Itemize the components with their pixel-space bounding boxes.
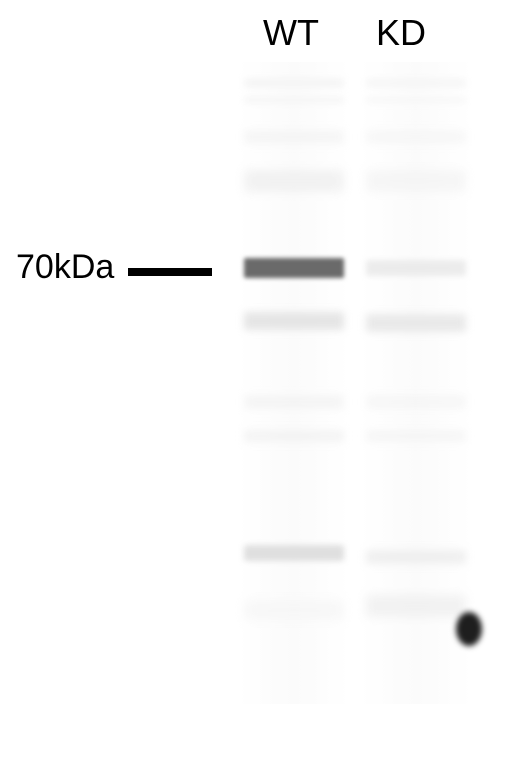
band-kd-10 [366,78,466,88]
band-kd-11 [366,96,466,104]
band-wt-7 [244,430,344,442]
band-wt-5 [244,312,344,330]
band-kd-18 [366,550,466,564]
band-kd-19 [366,595,466,617]
band-wt-1 [244,96,344,104]
band-kd-16 [366,395,466,409]
band-wt-2 [244,130,344,144]
lane-label-kd: KD [376,12,426,54]
band-kd-15 [366,314,466,332]
band-wt-0 [244,78,344,88]
lane-label-wt: WT [263,12,319,54]
molecular-weight-label: 70kDa [16,248,114,287]
band-kd-14 [366,260,466,276]
band-kd-13 [366,170,466,192]
band-wt-4 [244,258,344,278]
artifact-corner-spot [456,612,482,646]
band-wt-3 [244,170,344,192]
band-wt-9 [244,600,344,620]
band-kd-12 [366,130,466,144]
western-blot-figure: 70kDa WT KD [0,0,515,770]
band-kd-17 [366,430,466,442]
blot-membrane [220,62,482,704]
molecular-weight-tick [128,268,212,276]
band-wt-6 [244,395,344,409]
band-wt-8 [244,545,344,561]
